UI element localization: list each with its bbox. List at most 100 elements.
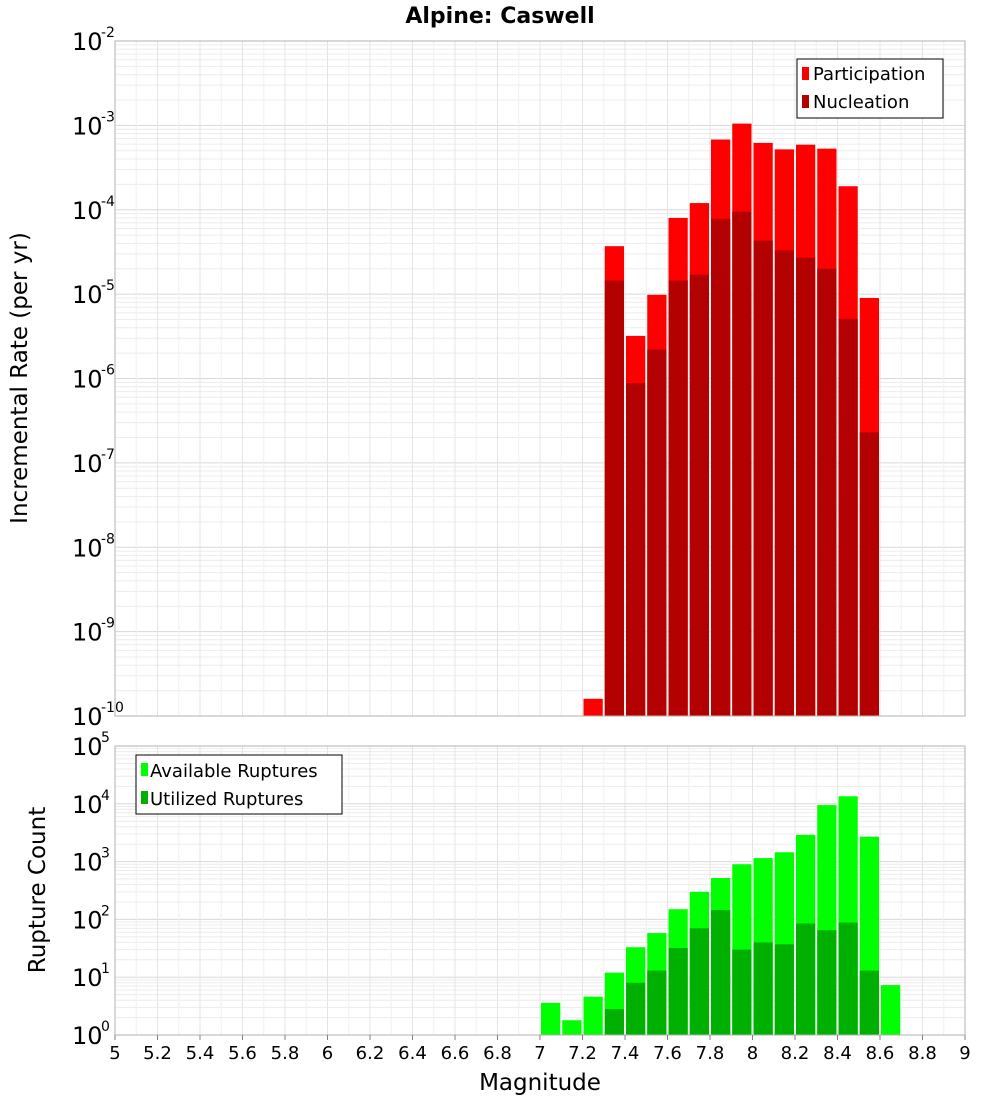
top-bar-nucleation: [796, 257, 816, 716]
bottom-bar-available-ruptures: [541, 1002, 561, 1035]
top-legend-box: [796, 58, 944, 119]
y-tick-base: 10: [72, 450, 103, 478]
x-tick-label: 7: [534, 1043, 545, 1064]
bottom-bar-utilized-ruptures: [817, 930, 837, 1035]
y-tick-exponent: 4: [101, 788, 110, 804]
y-tick-base: 10: [72, 534, 103, 562]
bottom-legend-box: [135, 754, 343, 815]
bottom-bars: [541, 796, 901, 1035]
y-tick-exponent: -5: [101, 278, 115, 294]
top-bar-nucleation: [774, 250, 794, 717]
x-tick-label: 6: [322, 1043, 333, 1064]
bottom-bar-available-ruptures: [881, 985, 901, 1035]
y-tick-base: 10: [72, 849, 103, 877]
top-y-tick-label: 10-7: [72, 447, 115, 478]
x-tick-label: 6.4: [398, 1043, 427, 1064]
x-ticks: 5 5.2 5.4 5.6 5.8 6 6.2 6.4 6.6 6.8 7 7.2 7.4 7.6 7.8 8…: [109, 1035, 971, 1064]
y-tick-exponent: -6: [101, 363, 115, 379]
y-tick-exponent: -8: [101, 531, 115, 547]
bottom-bar-utilized-ruptures: [604, 1009, 624, 1035]
top-bar-nucleation: [668, 280, 688, 716]
top-legend: Participation Nucleation: [796, 58, 944, 119]
top-bar-nucleation: [859, 432, 879, 716]
x-tick-label: 8.6: [866, 1043, 895, 1064]
bottom-y-tick-label: 101: [72, 961, 110, 992]
legend-swatch-utilized: [141, 791, 148, 804]
x-tick-label: 6.8: [483, 1043, 512, 1064]
top-y-tick-label: 10-8: [72, 531, 115, 562]
x-tick-label: 7.8: [696, 1043, 725, 1064]
y-tick-base: 10: [72, 619, 103, 647]
bottom-bar-utilized-ruptures: [774, 944, 794, 1035]
top-bar-nucleation: [838, 318, 858, 716]
bottom-y-axis-label: Rupture Count: [25, 807, 51, 973]
top-y-tick-label: 10-4: [72, 194, 115, 225]
top-bar-participation: [583, 698, 603, 716]
y-tick-exponent: 0: [101, 1019, 110, 1035]
y-tick-base: 10: [72, 366, 103, 394]
top-bars: [583, 123, 879, 717]
x-tick-label: 8: [747, 1043, 758, 1064]
top-y-tick-label: 10-10: [72, 700, 124, 731]
y-tick-exponent: -7: [101, 447, 115, 463]
legend-label-available: Available Ruptures: [150, 761, 318, 782]
top-y-axis-label: Incremental Rate (per yr): [7, 232, 33, 524]
y-tick-exponent: 5: [101, 730, 110, 746]
legend-label-participation: Participation: [813, 64, 925, 85]
bottom-bar-utilized-ruptures: [732, 949, 752, 1035]
top-plot-frame: [114, 40, 966, 717]
top-gridlines: [114, 41, 966, 717]
bottom-bar-utilized-ruptures: [838, 922, 858, 1035]
y-tick-exponent: 1: [101, 961, 110, 977]
top-bar-nucleation: [647, 349, 667, 716]
x-tick-label: 7.2: [568, 1043, 597, 1064]
x-tick-label: 9: [959, 1043, 970, 1064]
bottom-bar-available-ruptures: [562, 1020, 582, 1035]
y-tick-base: 10: [72, 1022, 103, 1050]
x-tick-label: 5.4: [186, 1043, 215, 1064]
x-tick-label: 8.2: [781, 1043, 810, 1064]
top-bar-nucleation: [753, 240, 773, 717]
top-y-tick-label: 10-6: [72, 363, 115, 394]
bottom-y-tick-label: 104: [72, 788, 110, 819]
legend-label-utilized: Utilized Ruptures: [150, 789, 303, 810]
y-tick-exponent: -3: [101, 109, 115, 125]
y-tick-exponent: -10: [101, 700, 124, 716]
bottom-bar-utilized-ruptures: [859, 970, 879, 1035]
bottom-y-tick-label: 100: [72, 1019, 110, 1050]
y-tick-base: 10: [72, 281, 103, 309]
top-bar-nucleation: [689, 274, 709, 716]
bottom-bar-utilized-ruptures: [689, 928, 709, 1035]
bottom-bar-utilized-ruptures: [711, 910, 731, 1035]
y-tick-base: 10: [72, 28, 103, 56]
x-tick-label: 7.4: [611, 1043, 640, 1064]
bottom-y-tick-label: 105: [72, 730, 110, 761]
y-tick-base: 10: [72, 906, 103, 934]
bottom-y-tick-label: 103: [72, 846, 110, 877]
top-bar-nucleation: [604, 280, 624, 716]
legend-swatch-participation: [802, 67, 809, 80]
y-tick-exponent: -9: [101, 616, 115, 632]
bottom-bar-utilized-ruptures: [796, 923, 816, 1035]
x-tick-label: 6.2: [356, 1043, 385, 1064]
bottom-bar-utilized-ruptures: [647, 970, 667, 1035]
bottom-y-tick-label: 102: [72, 903, 110, 934]
bottom-bar-utilized-ruptures: [753, 942, 773, 1035]
top-bar-nucleation: [732, 211, 752, 716]
x-tick-label: 7.6: [653, 1043, 682, 1064]
top-bar-nucleation: [711, 218, 731, 716]
x-tick-label: 5.6: [228, 1043, 257, 1064]
chart-title: Alpine: Caswell: [405, 4, 594, 29]
y-tick-base: 10: [72, 112, 103, 140]
y-tick-base: 10: [72, 791, 103, 819]
y-tick-exponent: 3: [101, 846, 110, 862]
top-y-tick-label: 10-5: [72, 278, 115, 309]
top-bar-nucleation: [817, 268, 837, 716]
x-tick-label: 5.8: [271, 1043, 300, 1064]
top-y-tick-label: 10-2: [72, 25, 115, 56]
y-tick-base: 10: [72, 733, 103, 761]
